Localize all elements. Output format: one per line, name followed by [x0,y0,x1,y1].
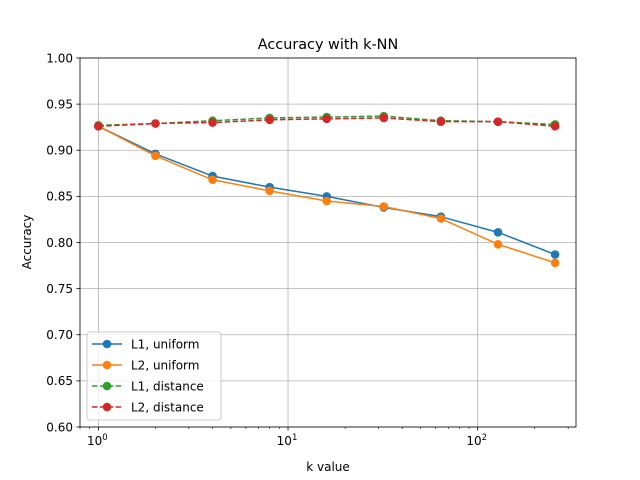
data-point [436,117,446,126]
legend-label: L1, distance [131,379,204,393]
legend-marker [102,381,112,391]
y-tick-label: 0.90 [46,144,73,158]
data-point [493,228,503,237]
data-point [436,214,446,223]
y-tick-label: 0.70 [46,328,73,342]
data-point [322,114,332,124]
series-line [98,117,556,128]
legend-label: L2, uniform [131,358,199,372]
data-point [208,118,217,127]
y-tick-label: 0.95 [46,97,73,111]
data-point [322,196,332,206]
data-point [94,121,103,131]
legend: L1, uniform L2, uniform L1, distance L2, di… [86,331,222,421]
legend-label: L1, uniform [131,337,199,351]
y-tick-label: 1.00 [46,51,73,65]
legend-marker [102,402,112,412]
legend-marker [102,360,112,370]
data-point [208,175,217,185]
chart-title: Accuracy with k-NN [258,37,398,53]
y-tick-label: 0.85 [46,190,73,204]
axis-ticks: 0.60 0.65 0.70 0.75 0.80 0.85 0.90 0.95 1.00 100 1… [46,51,569,448]
x-axis-label: k value [306,460,350,474]
y-tick-label: 0.75 [46,282,73,296]
x-tick-label: 102 [466,433,487,448]
data-point [265,186,274,196]
y-axis-label: Accuracy [20,215,34,270]
data-point [493,117,503,126]
data-point [550,258,560,268]
series-group [94,111,560,268]
data-point [550,121,560,131]
legend-item: L2, distance [92,400,204,414]
y-tick-label: 0.80 [46,236,73,250]
data-point [151,151,160,161]
legend-item: L1, uniform [92,337,199,351]
data-point [265,115,274,125]
series-l2-distance [94,113,560,131]
legend-item: L2, uniform [92,358,199,372]
data-point [151,119,160,128]
data-point [550,250,560,259]
legend-label: L2, distance [131,400,204,414]
data-point [379,113,389,123]
y-tick-label: 0.60 [46,420,73,434]
data-point [493,240,503,249]
y-tick-label: 0.65 [46,374,73,388]
x-tick-label: 101 [277,433,298,448]
x-tick-label: 100 [87,433,108,448]
legend-box [86,331,222,421]
legend-marker [102,339,112,349]
data-point [379,202,389,211]
legend-item: L1, distance [92,379,204,393]
